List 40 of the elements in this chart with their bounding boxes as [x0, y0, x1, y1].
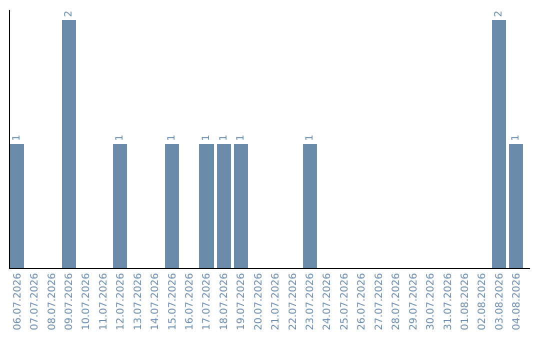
- x-tick-label: 22.07.2026: [288, 273, 299, 330]
- x-tick-label: 17.07.2026: [202, 273, 213, 330]
- x-tick-label: 13.07.2026: [132, 273, 144, 330]
- data-label: 1: [236, 134, 246, 141]
- x-tick-label: 15.07.2026: [167, 273, 178, 330]
- x-tick-label: 08.07.2026: [46, 273, 58, 330]
- data-label: 2: [64, 10, 74, 17]
- data-label: 1: [166, 134, 178, 141]
- x-tick-label: 14.07.2026: [150, 273, 162, 330]
- x-tick-label: 19.07.2026: [236, 273, 248, 330]
- x-tick-label: 20.07.2026: [253, 273, 264, 330]
- x-tick-label: 23.07.2026: [305, 273, 316, 330]
- x-tick-label: 26.07.2026: [356, 273, 368, 330]
- x-tick-label: 16.07.2026: [184, 273, 196, 330]
- x-tick-label: 21.07.2026: [270, 273, 282, 330]
- x-tick-label: 27.07.2026: [374, 273, 385, 330]
- x-tick-label: 18.07.2026: [218, 273, 230, 330]
- data-label: 1: [12, 134, 22, 141]
- x-tick-label: 07.07.2026: [30, 273, 41, 330]
- x-tick-label: 04.08.2026: [512, 273, 523, 330]
- data-label: 1: [510, 134, 522, 141]
- x-tick-label: 02.08.2026: [477, 273, 488, 330]
- x-tick-label: 29.07.2026: [408, 273, 420, 330]
- x-tick-label: 09.07.2026: [64, 273, 75, 330]
- x-tick-label: 28.07.2026: [391, 273, 402, 330]
- data-label: 1: [304, 134, 316, 141]
- x-tick-label: 11.07.2026: [98, 273, 110, 330]
- x-tick-label: 01.08.2026: [460, 273, 471, 330]
- data-label: 2: [494, 10, 504, 17]
- x-tick-label: 10.07.2026: [81, 273, 92, 330]
- x-tick-label: 31.07.2026: [442, 273, 454, 330]
- x-tick-label: 12.07.2026: [116, 273, 127, 330]
- x-tick-label: 06.07.2026: [12, 273, 24, 330]
- x-tick-label: 30.07.2026: [426, 273, 437, 330]
- data-label: 1: [218, 134, 230, 141]
- data-label: 1: [114, 134, 126, 141]
- x-tick-label: 03.08.2026: [494, 273, 506, 330]
- data-label: 1: [201, 134, 212, 141]
- x-tick-label: 24.07.2026: [322, 273, 334, 330]
- x-tick-label: 25.07.2026: [339, 273, 350, 330]
